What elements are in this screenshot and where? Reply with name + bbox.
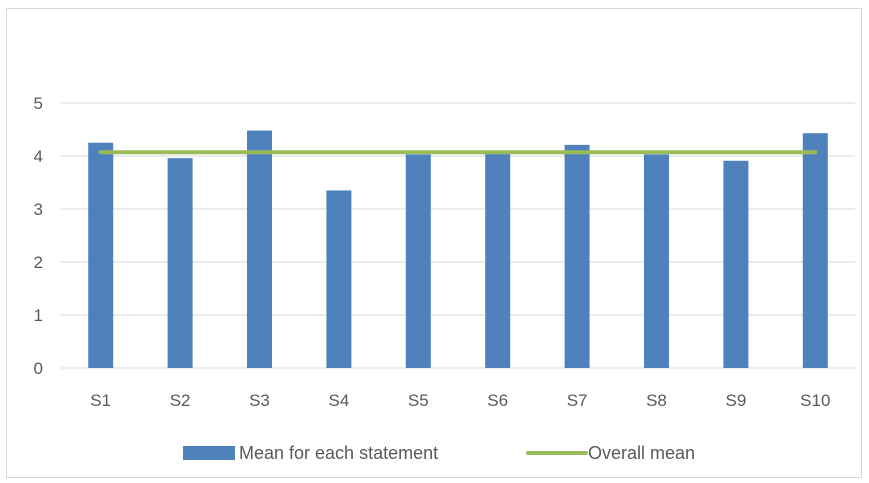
bar-S9	[723, 160, 749, 368]
y-tick-label: 5	[34, 94, 43, 113]
legend: Mean for each statement Overall mean	[183, 443, 695, 463]
legend-swatch-bar	[183, 446, 235, 460]
y-tick-label: 2	[34, 253, 43, 272]
bar-S7	[564, 144, 590, 368]
bar-series	[88, 130, 828, 368]
legend-label-bar: Mean for each statement	[239, 443, 438, 463]
x-tick-label: S6	[487, 391, 508, 410]
x-tick-label: S3	[249, 391, 270, 410]
bar-S6	[485, 152, 511, 368]
bar-S3	[247, 130, 272, 368]
bar-S4	[326, 190, 352, 368]
bar-S8	[644, 154, 669, 368]
x-tick-label: S9	[726, 391, 747, 410]
x-tick-label: S5	[408, 391, 429, 410]
y-tick-label: 0	[34, 359, 43, 378]
gridlines	[61, 102, 855, 369]
x-tick-label: S10	[800, 391, 830, 410]
bar-S5	[405, 154, 431, 368]
y-axis-ticks: 0 1 2 3 4 5	[34, 94, 43, 378]
x-axis-ticks: S1 S2 S3 S4 S5 S6 S7 S8 S9 S10	[90, 391, 830, 410]
chart-frame	[6, 8, 862, 478]
bar-S1	[88, 142, 114, 368]
y-tick-label: 3	[34, 200, 43, 219]
x-tick-label: S1	[90, 391, 111, 410]
legend-label-line: Overall mean	[588, 443, 695, 463]
bar-S10	[802, 133, 828, 368]
y-tick-label: 4	[34, 147, 43, 166]
x-tick-label: S8	[646, 391, 667, 410]
x-tick-label: S2	[170, 391, 191, 410]
x-tick-label: S7	[567, 391, 588, 410]
bar-S2	[167, 158, 193, 368]
y-tick-label: 1	[34, 306, 43, 325]
x-tick-label: S4	[329, 391, 350, 410]
